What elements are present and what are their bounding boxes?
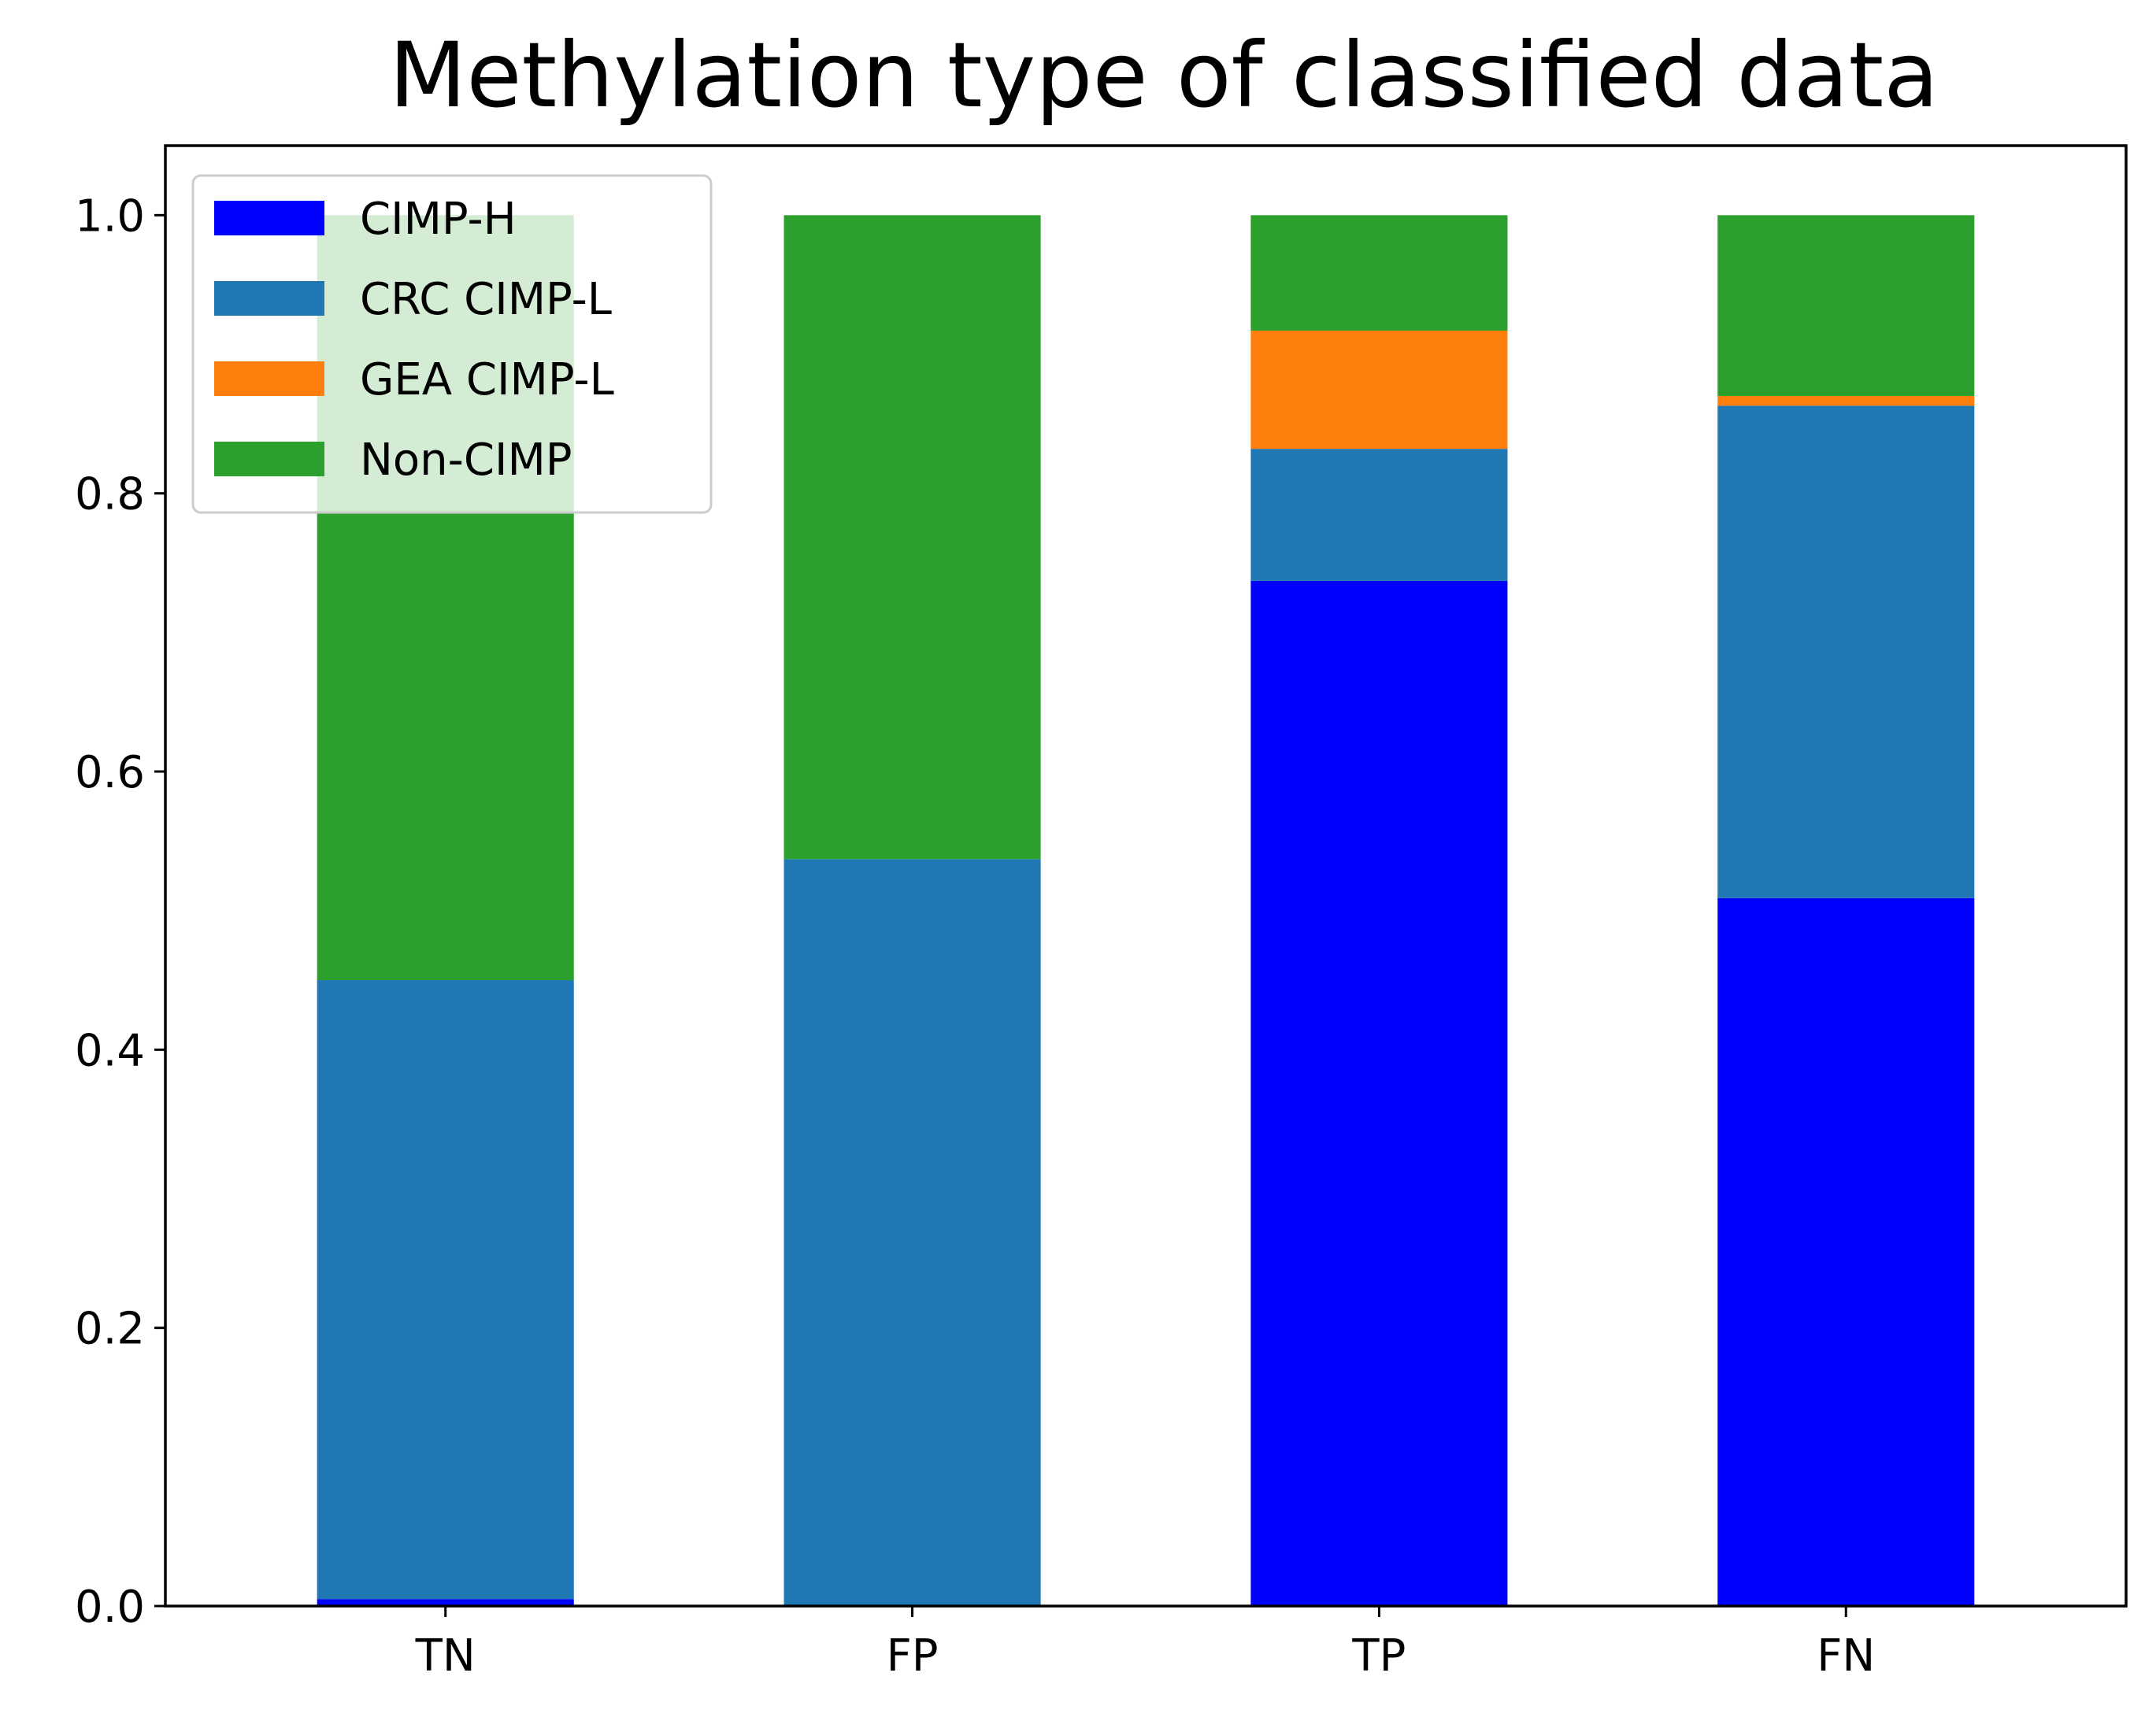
y-tick-label: 0.6 [75, 747, 145, 798]
legend-label: Non-CIMP [360, 435, 572, 486]
axes-frame [164, 144, 2128, 1608]
bar-fn-gea-cimp-l [1717, 396, 1975, 406]
bar-fp-crc-cimp-l [783, 859, 1041, 1606]
bar-tp-crc-cimp-l [1250, 449, 1508, 581]
x-tick-label-fn: FN [1817, 1630, 1875, 1682]
y-tick-label: 0.8 [75, 469, 145, 520]
bar-fn-non-cimp [1717, 215, 1975, 396]
y-tick-label: 0.0 [75, 1582, 145, 1633]
bar-fn-crc-cimp-l [1717, 405, 1975, 898]
bars-layer [317, 215, 1975, 1606]
legend-label: CRC CIMP-L [360, 274, 612, 325]
y-tick-label: 1.0 [75, 191, 145, 242]
bar-fn-cimp-h [1717, 897, 1975, 1606]
x-tick-label-fp: FP [887, 1630, 939, 1682]
y-tick-label: 0.4 [75, 1025, 145, 1076]
x-axis: TN FP TP FN [415, 1606, 1875, 1682]
bar-tn-cimp-h [317, 1599, 574, 1606]
legend-label: GEA CIMP-L [360, 354, 614, 405]
legend-swatch-non-cimp [214, 442, 324, 476]
bar-tn-crc-cimp-l [317, 980, 574, 1600]
bar-tp-cimp-h [1250, 580, 1508, 1606]
bar-tp-non-cimp [1250, 215, 1508, 331]
legend-swatch-crc-cimp-l [214, 281, 324, 316]
y-axis: 0.0 0.2 0.4 0.6 0.8 1.0 [75, 191, 165, 1633]
legend-swatch-cimp-h [214, 201, 324, 235]
y-tick-label: 0.2 [75, 1304, 145, 1355]
x-tick-label-tp: TP [1351, 1630, 1406, 1682]
bar-tp-gea-cimp-l [1250, 330, 1508, 450]
chart-title: Methylation type of classified data [389, 23, 1939, 128]
legend: CIMP-H CRC CIMP-L GEA CIMP-L Non-CIMP [191, 174, 713, 514]
legend-swatch-gea-cimp-l [214, 361, 324, 396]
bar-fp-non-cimp [783, 215, 1041, 860]
legend-label: CIMP-H [360, 194, 517, 245]
x-tick-label-tn: TN [415, 1630, 476, 1682]
legend-box [191, 174, 713, 514]
